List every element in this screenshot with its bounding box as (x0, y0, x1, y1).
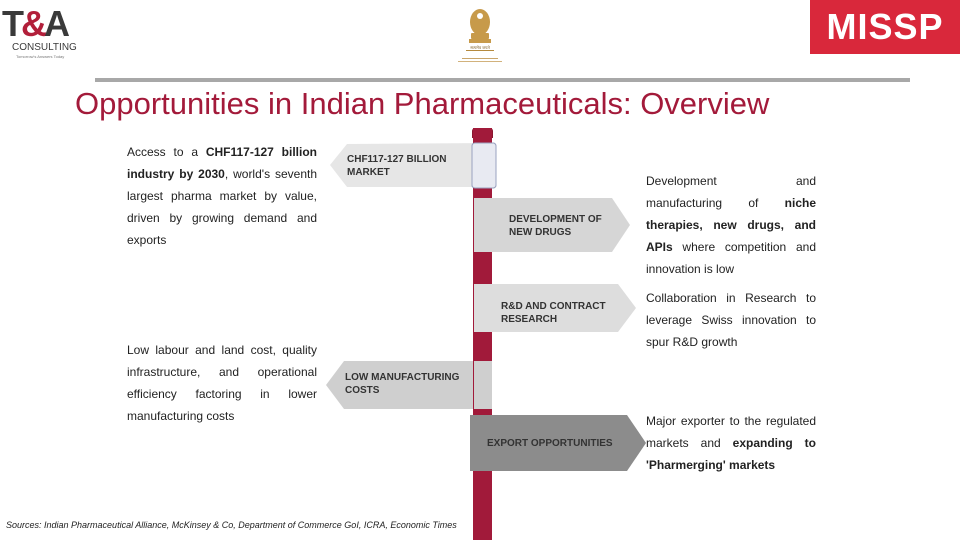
sign-market-overlay (471, 142, 497, 189)
sign-rd-overlay (474, 284, 492, 332)
logo-letter-t: T (2, 3, 24, 44)
sign-low-mfg-overlay (474, 361, 492, 409)
sign-rd-line2: RESEARCH (501, 314, 558, 325)
sign-new-drugs-line2: NEW DRUGS (509, 227, 572, 238)
new-drugs-description: Development and manufacturing of niche t… (646, 170, 816, 280)
market-desc-post: , world's seventh largest pharma market … (127, 167, 317, 247)
export-desc-bold: expanding to 'Pharmerging' markets (646, 436, 816, 472)
national-emblem-icon: सत्यमेव जयते (444, 2, 516, 66)
sign-rd-shape (492, 284, 636, 332)
emblem-caption: सत्यमेव जयते (470, 45, 490, 50)
new-drugs-desc-pre: Development and manufacturing of (646, 174, 816, 210)
logo-consulting-text: CONSULTING (12, 42, 77, 53)
export-desc-pre: Major exporter to the regulated markets … (646, 414, 816, 450)
logo-letter-a: A (44, 3, 70, 44)
new-drugs-desc-post: where competition and innovation is low (646, 240, 816, 276)
market-desc-pre: Access to a (127, 145, 206, 159)
sign-new-drugs-line1: DEVELOPMENT OF (509, 214, 602, 225)
sign-export-label: EXPORT OPPORTUNITIES (487, 437, 613, 450)
sources-footnote: Sources: Indian Pharmaceutical Alliance,… (6, 520, 457, 530)
sign-market-label: CHF117-127 BILLION MARKET (347, 153, 446, 179)
sign-low-mfg-line1: LOW MANUFACTURING (345, 372, 460, 383)
sign-low-mfg-label: LOW MANUFACTURING COSTS (345, 371, 459, 397)
sign-market-shape (330, 143, 490, 187)
page-title: Opportunities in Indian Pharmaceuticals:… (75, 86, 770, 121)
sign-export-overlay (472, 415, 492, 471)
sign-low-mfg-line2: COSTS (345, 385, 380, 396)
sign-low-mfg-shape (326, 361, 492, 409)
new-drugs-desc-bold: niche therapies, new drugs, and APIs (646, 196, 816, 254)
ta-consulting-logo: T&A CONSULTING Tomorrow's Answers Today (2, 6, 80, 70)
rd-description: Collaboration in Research to leverage Sw… (646, 291, 816, 349)
sign-export-line1: EXPORT OPPORTUNITIES (487, 438, 613, 449)
manufacturing-cost-description: Low labour and land cost, quality infras… (127, 343, 317, 423)
sign-rd-label: R&D AND CONTRACT RESEARCH (501, 300, 606, 326)
header-divider (95, 78, 910, 82)
sign-market-line2: MARKET (347, 167, 390, 178)
logo-tagline: Tomorrow's Answers Today (16, 54, 65, 59)
logo-ampersand: & (21, 3, 47, 44)
market-desc-bold: CHF117-127 billion industry by 2030 (127, 145, 317, 181)
sign-new-drugs-label: DEVELOPMENT OF NEW DRUGS (509, 213, 602, 239)
sign-export-shape (470, 415, 646, 471)
market-description: Access to a CHF117-127 billion industry … (127, 141, 317, 251)
sign-new-drugs-shape (492, 198, 630, 252)
export-description: Major exporter to the regulated markets … (646, 410, 816, 476)
missp-logo: MISSP (810, 0, 960, 54)
sign-rd-line1: R&D AND CONTRACT (501, 301, 606, 312)
sign-new-drugs-overlay (474, 198, 492, 252)
sign-market-line1: CHF117-127 BILLION (347, 154, 447, 165)
